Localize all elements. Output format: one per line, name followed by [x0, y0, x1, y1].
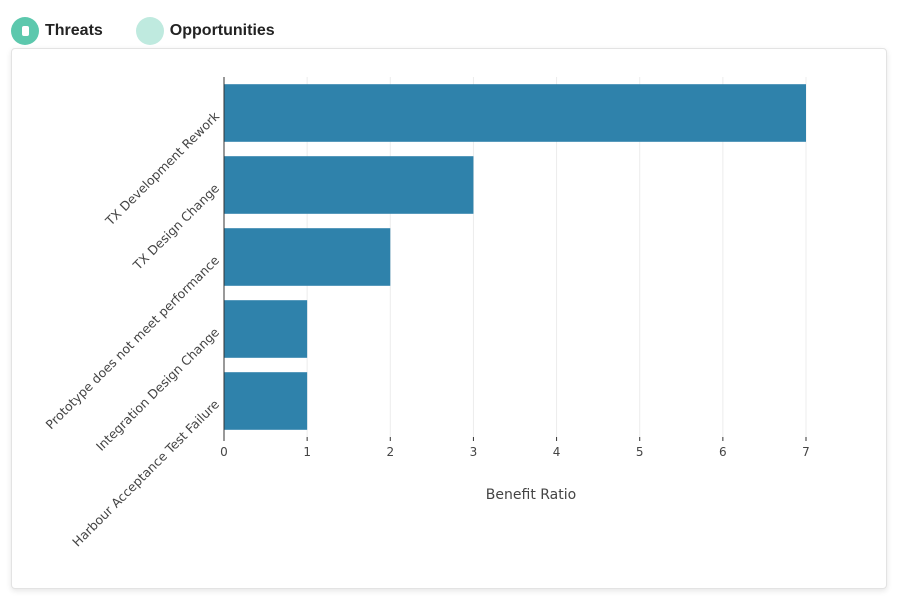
x-tick-label: 1 — [303, 445, 311, 459]
tick-layer: 0 1 2 3 4 5 6 7 — [220, 437, 810, 459]
bar-layer — [224, 84, 806, 430]
opportunities-toggle-icon[interactable] — [135, 17, 164, 45]
bar[interactable] — [224, 84, 806, 142]
toggle-knob-icon — [21, 26, 29, 36]
bar[interactable] — [224, 228, 391, 286]
opportunities-toggle-label: Opportunities — [169, 22, 275, 39]
category-label: Harbour Acceptance Test Failure — [69, 396, 222, 549]
category-label: Integration Design Change — [93, 324, 223, 454]
opportunities-toggle[interactable]: Opportunities — [135, 17, 275, 45]
x-tick-label: 6 — [719, 445, 727, 459]
x-tick-label: 7 — [802, 445, 810, 459]
x-tick-label: 5 — [636, 445, 644, 459]
bar[interactable] — [224, 372, 308, 430]
bar[interactable] — [224, 300, 308, 358]
threats-toggle-label: Threats — [45, 22, 103, 39]
category-label: TX Development Rework — [102, 108, 223, 229]
x-tick-label: 4 — [553, 445, 561, 459]
threats-toggle-icon[interactable] — [11, 17, 39, 45]
x-axis-label: Benefit Ratio — [486, 487, 576, 503]
x-tick-label: 2 — [386, 445, 394, 459]
x-tick-label: 3 — [470, 445, 478, 459]
chart-card: 0 1 2 3 4 5 6 7 TX Development Rework TX Design … — [11, 48, 887, 589]
x-tick-label: 0 — [220, 445, 228, 459]
threats-toggle[interactable]: Threats — [11, 17, 103, 45]
risk-type-toggle-group: Threats Opportunities — [11, 15, 308, 47]
bar[interactable] — [224, 156, 474, 214]
